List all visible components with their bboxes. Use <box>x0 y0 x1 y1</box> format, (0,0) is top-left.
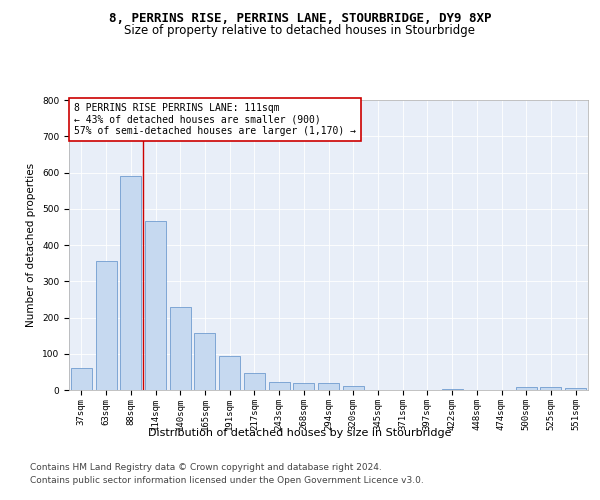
Bar <box>269 382 290 390</box>
Y-axis label: Number of detached properties: Number of detached properties <box>26 163 37 327</box>
Bar <box>95 260 116 390</box>
Bar <box>219 356 240 390</box>
Text: Contains public sector information licensed under the Open Government Licence v3: Contains public sector information licen… <box>30 476 424 485</box>
Bar <box>516 387 537 390</box>
Text: Distribution of detached houses by size in Stourbridge: Distribution of detached houses by size … <box>148 428 452 438</box>
Bar <box>244 372 265 390</box>
Bar <box>145 222 166 390</box>
Bar <box>343 386 364 390</box>
Text: Contains HM Land Registry data © Crown copyright and database right 2024.: Contains HM Land Registry data © Crown c… <box>30 464 382 472</box>
Bar <box>442 388 463 390</box>
Bar <box>71 368 92 390</box>
Bar <box>170 308 191 390</box>
Bar <box>194 332 215 390</box>
Bar <box>120 176 141 390</box>
Text: 8, PERRINS RISE, PERRINS LANE, STOURBRIDGE, DY9 8XP: 8, PERRINS RISE, PERRINS LANE, STOURBRID… <box>109 12 491 26</box>
Bar <box>541 387 562 390</box>
Text: 8 PERRINS RISE PERRINS LANE: 111sqm
← 43% of detached houses are smaller (900)
5: 8 PERRINS RISE PERRINS LANE: 111sqm ← 43… <box>74 103 356 136</box>
Bar <box>318 384 339 390</box>
Bar <box>293 384 314 390</box>
Bar <box>565 388 586 390</box>
Text: Size of property relative to detached houses in Stourbridge: Size of property relative to detached ho… <box>125 24 476 37</box>
